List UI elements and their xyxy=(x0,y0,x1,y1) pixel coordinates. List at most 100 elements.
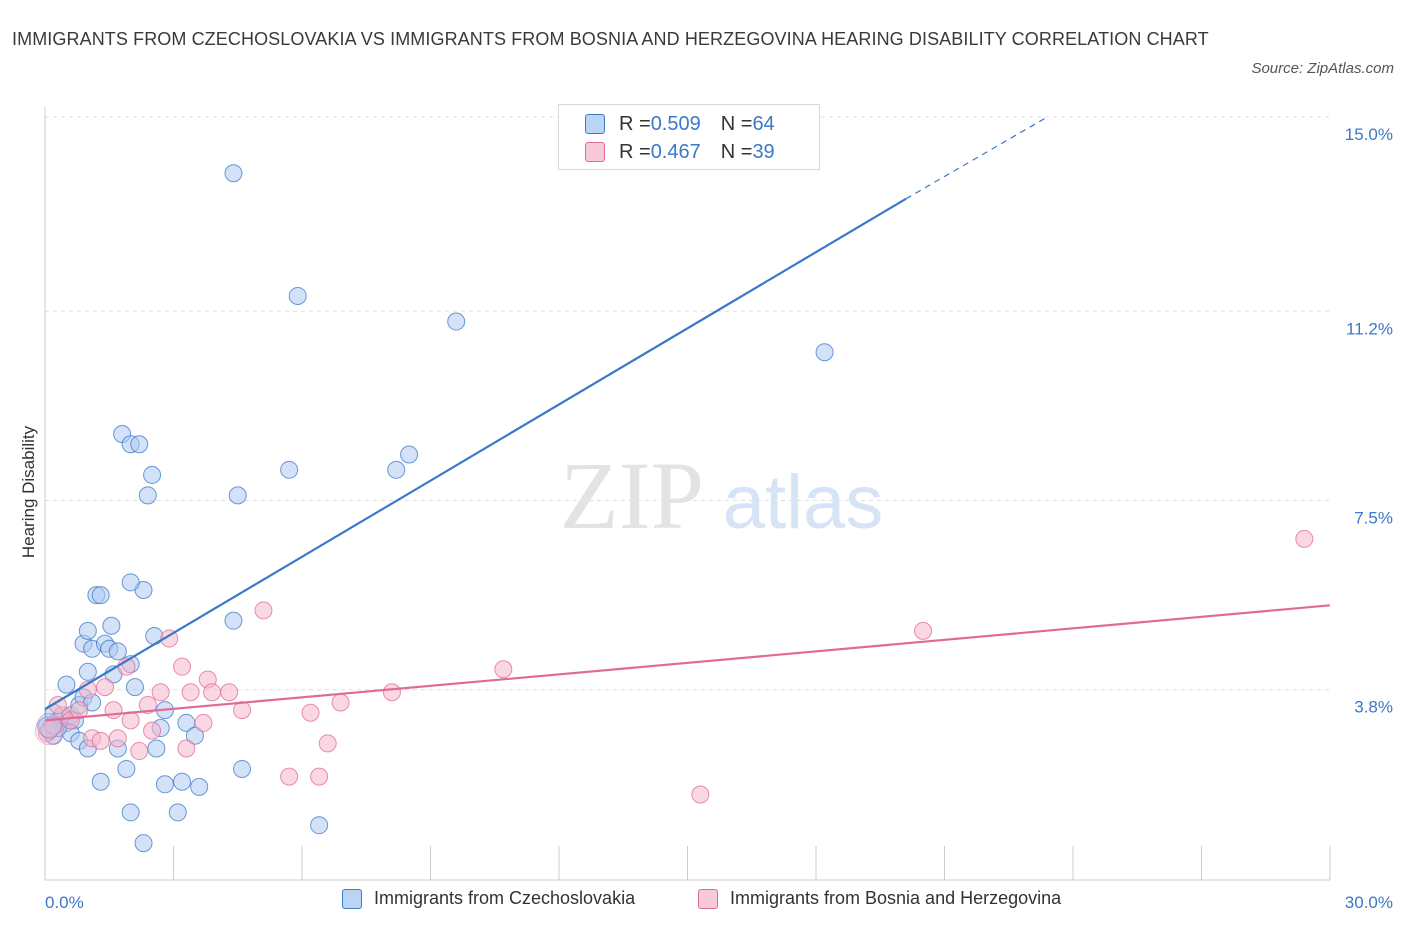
blue-data-point xyxy=(125,678,144,697)
blue-data-point xyxy=(147,739,166,758)
pink-data-point xyxy=(151,683,170,702)
legend-pink-n-value: 39 xyxy=(752,140,775,163)
series-legend-blue-label: Immigrants from Czechoslovakia xyxy=(374,888,636,908)
series-legend: Immigrants from Czechoslovakia Immigrant… xyxy=(0,888,1406,918)
y-tick-label: 3.8% xyxy=(1354,698,1393,717)
blue-data-point xyxy=(78,662,97,681)
pink-data-point xyxy=(104,701,123,720)
blue-data-point xyxy=(288,286,307,305)
source-label: Source: ZipAtlas.com xyxy=(1251,60,1394,77)
blue-data-point xyxy=(310,816,329,835)
pink-data-point xyxy=(70,701,89,720)
y-tick-label: 15.0% xyxy=(1345,125,1393,144)
blue-data-point xyxy=(91,772,110,791)
legend-row-pink: R = 0.467 N = 39 xyxy=(585,139,775,165)
legend-row-blue: R = 0.509 N = 64 xyxy=(585,111,775,137)
grid-lines xyxy=(45,116,1330,691)
pink-data-point xyxy=(220,683,239,702)
pink-data-point xyxy=(108,729,127,748)
axes xyxy=(44,107,1331,881)
series-legend-pink-label: Immigrants from Bosnia and Herzegovina xyxy=(730,888,1062,908)
y-axis-label: Hearing Disability xyxy=(19,425,38,558)
pink-data-point xyxy=(48,696,67,715)
blue-data-point xyxy=(190,777,209,796)
pink-swatch-icon xyxy=(585,142,605,162)
chart-title: IMMIGRANTS FROM CZECHOSLOVAKIA VS IMMIGR… xyxy=(12,29,1209,49)
blue-data-point xyxy=(143,465,162,484)
pink-data-point xyxy=(914,621,933,640)
series-legend-blue: Immigrants from Czechoslovakia xyxy=(342,888,635,909)
blue-data-point xyxy=(168,803,187,822)
pink-data-point xyxy=(138,696,157,715)
pink-data-point xyxy=(177,739,196,758)
series-legend-pink: Immigrants from Bosnia and Herzegovina xyxy=(698,888,1061,909)
blue-data-point xyxy=(185,726,204,745)
pink-data-point xyxy=(160,629,179,648)
legend-blue-n-value: 64 xyxy=(752,112,775,135)
pink-cluster-point xyxy=(34,716,64,746)
pink-data-point xyxy=(254,601,273,620)
blue-data-point xyxy=(233,759,252,778)
pink-data-point xyxy=(143,721,162,740)
pink-data-point xyxy=(121,711,140,730)
legend-blue-n-label: N = xyxy=(720,112,753,135)
pink-data-point xyxy=(91,731,110,750)
blue-data-point xyxy=(108,642,127,661)
blue-data-point xyxy=(224,611,243,630)
trend-lines xyxy=(44,116,1331,722)
pink-data-point xyxy=(1295,529,1314,548)
blue-data-point xyxy=(224,164,243,183)
blue-data-point xyxy=(134,834,153,853)
blue-data-point xyxy=(228,486,247,505)
pink-data-point xyxy=(318,734,337,753)
data-points xyxy=(34,164,1314,853)
legend-blue-r-label: R = xyxy=(619,112,651,135)
pink-data-point xyxy=(130,742,149,761)
blue-trend-extension xyxy=(905,116,1048,200)
blue-data-point xyxy=(138,486,157,505)
blue-data-point xyxy=(121,803,140,822)
pink-data-point xyxy=(173,657,192,676)
blue-data-point xyxy=(400,445,419,464)
y-tick-label: 11.2% xyxy=(1346,319,1393,338)
blue-data-point xyxy=(387,460,406,479)
blue-data-point xyxy=(155,775,174,794)
pink-data-point xyxy=(310,767,329,786)
blue-data-point xyxy=(173,772,192,791)
blue-square-icon xyxy=(342,888,362,909)
legend-pink-r-label: R = xyxy=(619,140,651,163)
legend-blue-r-value: 0.509 xyxy=(650,112,701,135)
legend-pink-r-value: 0.467 xyxy=(650,140,701,163)
watermark-atlas: atlas xyxy=(723,460,884,545)
blue-data-point xyxy=(447,312,466,331)
y-tick-label: 7.5% xyxy=(1354,509,1393,528)
pink-data-point xyxy=(203,683,222,702)
blue-data-point xyxy=(121,573,140,592)
blue-data-point xyxy=(57,675,76,694)
pink-data-point xyxy=(691,785,710,804)
pink-square-icon xyxy=(698,888,718,909)
x-tick-label: 0.0% xyxy=(45,893,84,912)
pink-data-point xyxy=(280,767,299,786)
pink-data-point xyxy=(301,703,320,722)
pink-data-point xyxy=(331,693,350,712)
blue-trend-line xyxy=(44,197,907,711)
blue-data-point xyxy=(280,460,299,479)
pink-data-point xyxy=(95,678,114,697)
blue-data-point xyxy=(91,586,110,605)
x-tick-label: 30.0% xyxy=(1345,893,1393,912)
pink-data-point xyxy=(382,683,401,702)
tick-labels: 3.8% 7.5% 11.2% 15.0% 0.0% 30.0% xyxy=(45,125,1393,912)
blue-data-point xyxy=(815,343,834,362)
pink-trend-line xyxy=(44,604,1331,722)
watermark-zip: ZIP xyxy=(560,442,704,549)
blue-data-point xyxy=(117,759,136,778)
pink-data-point xyxy=(181,683,200,702)
blue-swatch-icon xyxy=(585,114,605,134)
legend-pink-n-label: N = xyxy=(720,140,753,163)
pink-data-point xyxy=(494,660,513,679)
pink-data-point xyxy=(194,713,213,732)
correlation-legend: R = 0.509 N = 64 R = 0.467 N = 39 xyxy=(558,104,820,170)
blue-cluster-point xyxy=(36,712,62,738)
